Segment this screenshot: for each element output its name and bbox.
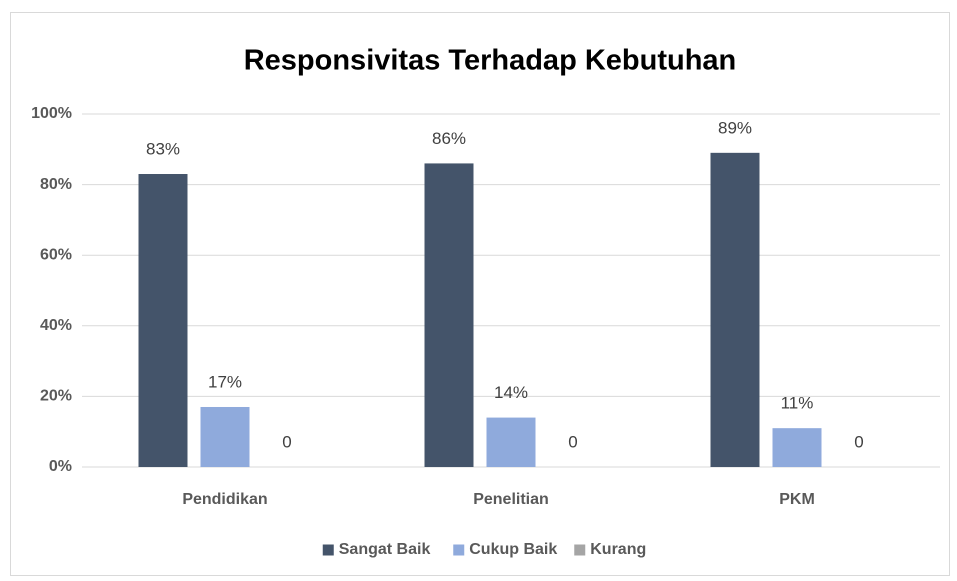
legend-swatch — [453, 544, 465, 556]
data-label: 11% — [781, 394, 814, 413]
y-tick-label: 40% — [40, 317, 72, 334]
bar — [486, 417, 536, 467]
data-label: 0 — [282, 432, 291, 451]
bar — [772, 428, 822, 467]
data-label: 89% — [718, 118, 752, 137]
x-tick-label: PKM — [779, 491, 815, 508]
data-label: 86% — [432, 129, 466, 148]
y-tick-label: 0% — [49, 458, 72, 475]
data-label: 17% — [208, 372, 242, 391]
y-tick-label: 80% — [40, 176, 72, 193]
data-label: 14% — [494, 383, 528, 402]
legend-label: Cukup Baik — [469, 541, 557, 558]
bar — [424, 163, 474, 468]
legend-swatch — [574, 544, 586, 556]
legend-swatch — [322, 544, 334, 556]
legend-label: Sangat Baik — [339, 541, 431, 558]
bar — [200, 406, 250, 467]
x-tick-label: Penelitian — [473, 491, 549, 508]
y-tick-label: 100% — [31, 105, 72, 122]
bar — [710, 152, 760, 467]
data-label: 0 — [568, 432, 577, 451]
chart-title: Responsivitas Terhadap Kebutuhan — [244, 45, 737, 77]
legend-label: Kurang — [590, 541, 646, 558]
y-tick-label: 20% — [40, 388, 72, 405]
bar — [138, 174, 188, 467]
data-label: 83% — [146, 139, 180, 158]
x-tick-label: Pendidikan — [182, 491, 267, 508]
data-label: 0 — [854, 432, 863, 451]
y-tick-label: 60% — [40, 246, 72, 263]
